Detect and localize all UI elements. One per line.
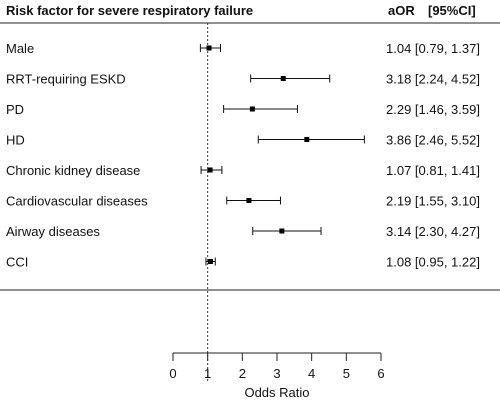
x-tick-label: 4 <box>308 366 315 381</box>
row-value: 3.18 [2.24, 4.52] <box>386 72 480 87</box>
forest-row: RRT-requiring ESKD 3.18 [2.24, 4.52] <box>6 72 480 87</box>
point-estimate <box>246 198 252 203</box>
row-value: 1.04 [0.79, 1.37] <box>386 41 480 56</box>
x-tick-label: 2 <box>239 366 246 381</box>
row-value: 3.14 [2.30, 4.27] <box>386 224 480 239</box>
row-label: Cardiovascular diseases <box>6 194 148 209</box>
row-label: HD <box>6 133 25 148</box>
point-estimate <box>280 76 286 81</box>
row-value: 2.29 [1.46, 3.59] <box>386 102 480 117</box>
x-tick-label: 5 <box>343 366 350 381</box>
point-estimate <box>279 228 285 234</box>
chart-header: Risk factor for severe respiratory failu… <box>6 3 476 18</box>
row-label: RRT-requiring ESKD <box>6 72 126 87</box>
point-estimate <box>207 167 213 173</box>
forest-row: CCI 1.08 [0.95, 1.22] <box>6 255 480 270</box>
row-label: PD <box>6 102 24 117</box>
row-value: 1.07 [0.81, 1.41] <box>386 163 480 178</box>
x-tick-label: 3 <box>273 366 280 381</box>
forest-rows: Male 1.04 [0.79, 1.37] RRT-requiring ESKD 3… <box>6 41 480 270</box>
row-label: Male <box>6 41 34 56</box>
point-estimate <box>249 106 255 112</box>
row-value: 1.08 [0.95, 1.22] <box>386 255 480 270</box>
forest-row: Chronic kidney disease 1.07 [0.81, 1.41] <box>6 163 480 178</box>
forest-row: Airway diseases 3.14 [2.30, 4.27] <box>6 224 480 239</box>
header-left: Risk factor for severe respiratory failu… <box>6 3 253 18</box>
x-axis-label: Odds Ratio <box>244 385 309 400</box>
header-right-ci: [95%CI] <box>428 3 476 18</box>
row-label: CCI <box>6 255 28 270</box>
x-axis-ticks: 0 1 2 3 4 5 6 <box>169 353 385 381</box>
row-label: Chronic kidney disease <box>6 163 140 178</box>
x-tick-label: 0 <box>169 366 176 381</box>
forest-row: Cardiovascular diseases 2.19 [1.55, 3.10] <box>6 194 480 209</box>
row-label: Airway diseases <box>6 224 100 239</box>
forest-row: Male 1.04 [0.79, 1.37] <box>6 41 480 56</box>
x-axis: 0 1 2 3 4 5 6 Odds Ratio <box>169 352 385 400</box>
point-estimate <box>207 259 213 264</box>
row-value: 2.19 [1.55, 3.10] <box>386 194 480 209</box>
x-tick-label: 1 <box>204 366 211 381</box>
row-value: 3.86 [2.46, 5.52] <box>386 133 480 148</box>
forest-row: PD 2.29 [1.46, 3.59] <box>6 102 480 117</box>
point-estimate <box>304 137 310 142</box>
point-estimate <box>206 45 212 51</box>
x-tick-label: 6 <box>377 366 384 381</box>
forest-row: HD 3.86 [2.46, 5.52] <box>6 133 480 148</box>
header-right-aor: aOR <box>388 3 415 18</box>
